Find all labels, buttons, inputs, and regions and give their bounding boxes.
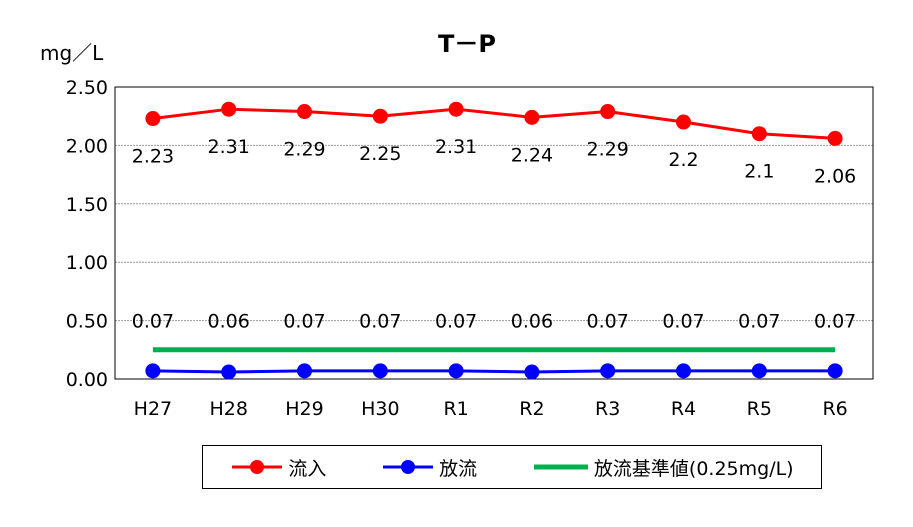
data-label-discharge: 0.07 (132, 311, 174, 333)
data-label-discharge: 0.07 (662, 311, 704, 333)
data-point (676, 114, 691, 130)
data-point (221, 364, 237, 380)
x-tick-label: H29 (285, 398, 323, 420)
data-label-discharge: 0.07 (587, 311, 629, 333)
data-point (448, 101, 464, 117)
x-tick-label: R4 (671, 398, 696, 420)
legend-marker-inflow (232, 460, 283, 474)
data-label-discharge: 0.07 (435, 311, 477, 333)
data-point (827, 363, 843, 379)
legend-marker-discharge (383, 460, 434, 474)
data-label-layer: 2.23 2.31 2.29 2.25 2.31 2.24 2.29 2.2 2.1 2.06 0.… (132, 136, 857, 332)
series-line-0 (152, 107, 836, 140)
x-tick-label: R6 (822, 398, 847, 420)
x-tick-label: R1 (443, 398, 468, 420)
y-axis-label: mg／L (40, 41, 104, 65)
y-tick-label: 2.50 (66, 77, 108, 99)
data-label-discharge: 0.07 (814, 311, 856, 333)
legend-item-standard: 放流基準値(0.25mg/L) (532, 454, 794, 481)
data-label-discharge: 0.06 (511, 311, 553, 333)
x-tick-label: R2 (519, 398, 544, 420)
data-point (751, 126, 767, 142)
data-label-inflow: 2.24 (511, 144, 553, 166)
y-tick-labels: 0.00 0.50 1.00 1.50 2.00 2.50 (66, 77, 108, 391)
data-point (524, 364, 540, 380)
data-point (145, 111, 161, 127)
grid-layer (115, 144, 873, 322)
data-label-discharge: 0.06 (208, 311, 250, 333)
data-point (600, 104, 616, 120)
y-tick-label: 0.00 (66, 369, 108, 391)
legend-item-inflow: 流入 (230, 454, 326, 481)
data-label-discharge: 0.07 (359, 311, 401, 333)
data-label-inflow: 2.31 (208, 136, 250, 158)
legend-label-inflow: 流入 (288, 457, 327, 480)
x-tick-label: H28 (209, 398, 247, 420)
series-layer (145, 101, 843, 380)
data-point (297, 363, 312, 379)
data-label-inflow: 2.25 (359, 143, 401, 165)
legend-item-discharge: 放流 (381, 454, 477, 481)
data-label-inflow: 2.23 (132, 146, 174, 168)
data-label-discharge: 0.07 (283, 311, 325, 333)
data-point (221, 101, 237, 117)
data-point (600, 363, 616, 379)
chart-title: T－P (438, 30, 496, 58)
data-label-inflow: 2.29 (283, 139, 325, 161)
data-point (751, 363, 767, 379)
data-point (297, 104, 312, 120)
y-tick-label: 1.50 (66, 194, 108, 216)
x-tick-labels: H27 H28 H29 H30 R1 R2 R3 R4 R5 R6 (134, 398, 848, 420)
data-point (448, 363, 464, 379)
y-tick-label: 0.50 (66, 311, 108, 333)
series-line-1 (152, 369, 836, 374)
legend-label-discharge: 放流 (439, 457, 478, 480)
x-tick-label: H30 (361, 398, 399, 420)
y-tick-label: 1.00 (66, 252, 108, 274)
data-point (372, 363, 388, 379)
data-label-inflow: 2.06 (814, 165, 856, 187)
data-point (827, 130, 843, 146)
legend-marker-standard (533, 464, 588, 470)
data-label-inflow: 2.29 (587, 139, 629, 161)
data-point (524, 109, 540, 125)
data-label-inflow: 2.1 (744, 161, 774, 183)
legend: 流入 放流 放流基準値(0.25mg/L) (202, 445, 822, 489)
data-label-inflow: 2.2 (668, 149, 698, 171)
y-tick-label: 2.00 (66, 135, 108, 157)
legend-label-standard: 放流基準値(0.25mg/L) (593, 457, 794, 480)
plot-area (114, 86, 874, 380)
x-tick-label: R3 (595, 398, 620, 420)
data-point (145, 363, 161, 379)
data-label-inflow: 2.31 (435, 136, 477, 158)
x-tick-label: H27 (134, 398, 172, 420)
data-label-discharge: 0.07 (738, 311, 780, 333)
data-point (676, 363, 691, 379)
data-point (372, 108, 388, 124)
x-tick-label: R5 (747, 398, 772, 420)
